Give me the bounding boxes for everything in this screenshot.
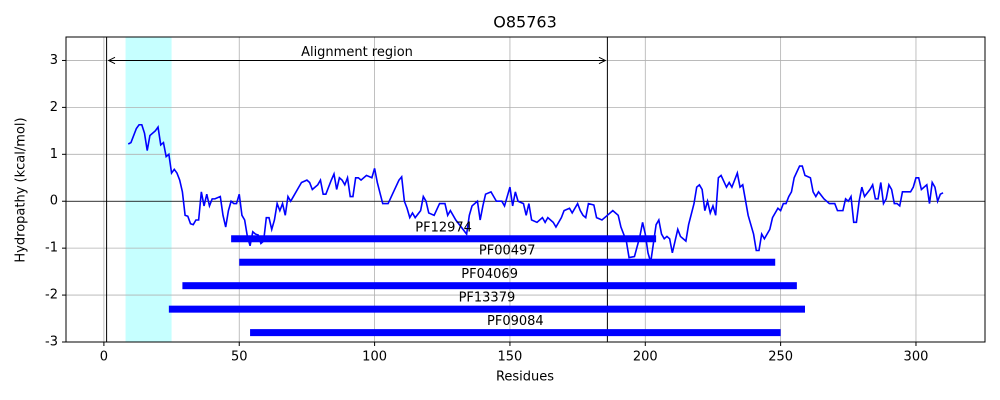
x-tick-label: 250	[768, 350, 793, 365]
y-tick-label: -1	[45, 241, 58, 256]
shaded-region	[125, 37, 172, 342]
y-axis-label: Hydropathy (kcal/mol)	[14, 117, 29, 262]
domain-bar	[231, 235, 657, 243]
y-tick-label: 1	[50, 147, 58, 162]
x-tick-label: 150	[498, 350, 523, 365]
y-tick-label: 3	[50, 53, 58, 68]
y-tick-label: 0	[50, 194, 58, 209]
x-tick-label: 200	[633, 350, 658, 365]
domain-bar	[182, 282, 797, 290]
x-tick-label: 0	[100, 350, 108, 365]
y-tick-label: 2	[50, 100, 58, 115]
domain-label: PF13379	[459, 291, 516, 306]
x-axis-label: Residues	[496, 370, 554, 385]
domain-bar	[250, 329, 781, 337]
x-tick-label: 50	[231, 350, 248, 365]
plot-frame	[65, 36, 986, 343]
domain-bar	[168, 305, 805, 313]
domain-bar	[239, 258, 776, 266]
x-tick-label: 100	[362, 350, 387, 365]
y-tick-label: -3	[45, 335, 58, 350]
domain-label: PF09084	[487, 314, 544, 329]
domain-label: PF12974	[415, 220, 472, 235]
domain-label: PF00497	[479, 244, 536, 259]
domain-label: PF04069	[461, 267, 518, 282]
y-tick-label: -2	[45, 288, 58, 303]
x-tick-label: 300	[904, 350, 929, 365]
alignment-label: Alignment region	[301, 45, 413, 60]
chart-title: O85763	[493, 13, 557, 32]
